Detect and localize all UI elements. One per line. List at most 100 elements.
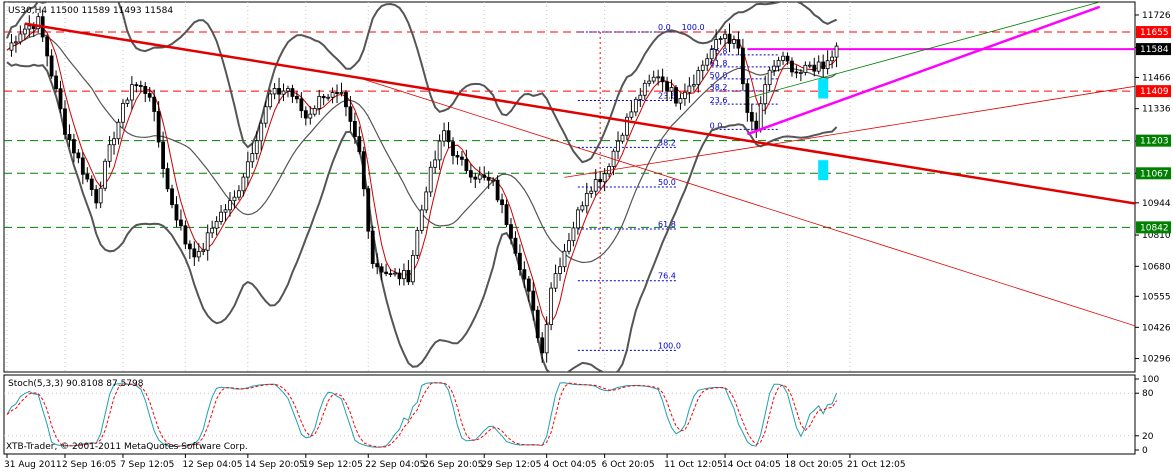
fib-label-0: 0.0 [658, 23, 671, 32]
time-label-11: 11 Oct 12:05 [664, 460, 723, 470]
candle-body-105 [473, 176, 478, 180]
price-label-4: 11067 [1140, 169, 1169, 179]
marker-1 [818, 160, 829, 181]
candle-body-128 [575, 209, 580, 229]
fib-label-3: 50.0 [658, 178, 676, 187]
price-tick-label-6: 10944 [1142, 199, 1171, 209]
candle-body-49 [223, 209, 228, 213]
candle-body-91 [410, 254, 415, 283]
candle-body-125 [562, 250, 567, 268]
candle-body-87 [393, 272, 397, 275]
trendline-4 [747, 2, 1100, 99]
time-label-5: 19 Sep 12:05 [303, 460, 363, 470]
candle-body-60 [272, 88, 277, 95]
trendline-0 [24, 22, 1135, 205]
candle-body-25 [116, 121, 121, 140]
candle-body-181 [812, 64, 817, 72]
candle-body-77 [348, 106, 353, 122]
candle-body-23 [107, 144, 112, 162]
candle-body-22 [103, 160, 108, 189]
candle-body-5 [27, 25, 32, 30]
stochastic-panel: Stoch(5,3,3) 90.8108 87.5798 XTB-Trader,… [3, 374, 1136, 455]
candle-body-83 [375, 263, 380, 268]
candle-body-185 [830, 56, 834, 62]
price-label-5: 10842 [1140, 223, 1169, 233]
candle-body-85 [384, 271, 389, 274]
candle-body-104 [468, 170, 473, 178]
price-label-3: 11203 [1140, 137, 1169, 147]
trendline-2 [564, 85, 1135, 178]
candle-body-64 [290, 88, 295, 97]
horizontal-levels [4, 31, 1135, 228]
candle-body-93 [419, 209, 424, 231]
candle-body-78 [352, 121, 357, 137]
candle-body-57 [259, 122, 264, 142]
candle-body-158 [709, 49, 714, 60]
bollinger-upper [6, 2, 838, 164]
candle-body-67 [303, 110, 308, 119]
candle-body-132 [593, 179, 598, 192]
candle-body-30 [138, 85, 143, 87]
price-tick-label-10: 10426 [1142, 323, 1171, 333]
candle-body-155 [696, 70, 701, 85]
candle-body-172 [772, 65, 777, 71]
fib-inner-label-3: 38.2 [710, 83, 728, 92]
candle-body-28 [129, 84, 134, 101]
candle-body-65 [294, 96, 299, 100]
candle-body-103 [464, 159, 469, 172]
candle-body-79 [357, 136, 362, 153]
stoch-tick-label-1: 80 [1142, 389, 1154, 399]
fib-inner-label-0: 76.8 [710, 47, 728, 56]
candle-body-175 [785, 55, 790, 62]
candle-body-98 [442, 130, 446, 142]
candle-body-142 [638, 94, 643, 100]
candle-body-171 [767, 69, 772, 86]
candle-body-35 [161, 141, 166, 169]
candle-body-40 [183, 225, 188, 245]
price-label-2: 11409 [1140, 87, 1169, 97]
fib-label-6: 100.0 [658, 341, 681, 350]
candle-body-4 [22, 28, 27, 35]
candle-body-16 [76, 152, 81, 159]
candle-body-56 [254, 140, 259, 154]
candle-body-45 [205, 232, 210, 251]
candle-body-61 [277, 88, 281, 95]
candle-body-122 [549, 287, 554, 325]
candle-body-139 [625, 116, 629, 136]
candle-body-168 [754, 120, 759, 131]
candle-body-147 [660, 76, 665, 83]
candle-body-174 [781, 55, 785, 61]
candle-body-138 [620, 134, 625, 142]
stoch-tick-label-3: 0 [1142, 446, 1148, 456]
stoch-tick-label-2: 20 [1142, 432, 1154, 442]
candle-body-75 [339, 92, 344, 94]
bollinger-lower [6, 61, 838, 372]
candle-body-143 [642, 82, 647, 96]
time-label-10: 6 Oct 20:05 [602, 460, 655, 470]
stoch-tick-label-0: 100 [1142, 375, 1159, 385]
candle-body-63 [286, 88, 290, 92]
candle-body-176 [790, 60, 794, 73]
time-label-3: 12 Sep 04:05 [182, 460, 242, 470]
candle-body-162 [727, 33, 732, 44]
candle-body-62 [281, 90, 286, 95]
candle-body-116 [522, 269, 527, 280]
candle-body-184 [825, 60, 830, 70]
candle-body-182 [816, 61, 821, 72]
candle-body-80 [361, 151, 366, 190]
time-label-7: 26 Sep 20:05 [423, 460, 483, 470]
trendlines [24, 2, 1135, 327]
price-label-box-1 [1136, 43, 1171, 56]
candle-body-46 [210, 227, 215, 234]
candle-body-59 [268, 93, 273, 108]
candle-body-151 [678, 98, 683, 104]
candle-body-88 [397, 272, 402, 280]
stochastic-axis: 100 80 20 0 [1135, 375, 1159, 456]
time-label-14: 21 Oct 12:05 [847, 460, 906, 470]
candle-body-148 [665, 81, 669, 92]
candle-body-19 [89, 178, 94, 190]
candle-body-95 [428, 166, 433, 193]
candle-body-115 [518, 252, 522, 271]
candle-body-129 [580, 205, 585, 211]
